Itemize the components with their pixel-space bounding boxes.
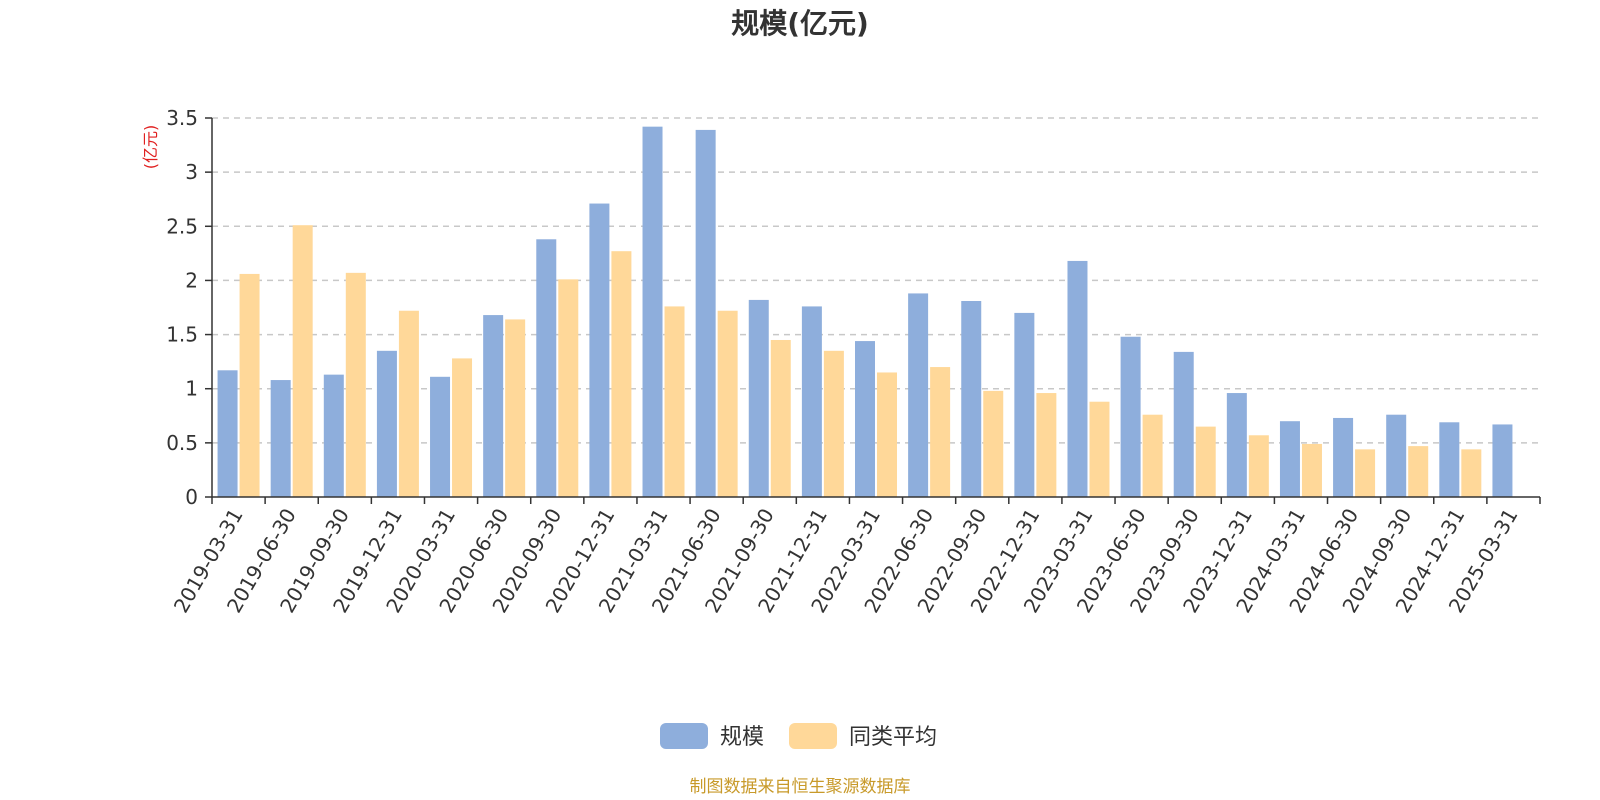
bar-tonglei (452, 358, 473, 497)
bars (217, 126, 1513, 498)
bar-guimo (483, 315, 504, 497)
bar-tonglei (1142, 414, 1163, 497)
bar-tonglei (558, 279, 579, 497)
bar-tonglei (983, 390, 1004, 497)
bar-tonglei (1301, 443, 1322, 497)
bar-tonglei (930, 367, 951, 497)
bar-tonglei (1195, 426, 1216, 497)
bar-tonglei (877, 372, 897, 497)
bar-guimo (1173, 351, 1194, 497)
bar-tonglei (717, 310, 738, 497)
bar-guimo (961, 301, 982, 497)
bar-guimo (589, 203, 610, 497)
y-tick-label: 0 (185, 485, 198, 509)
x-axis-ticks: 2019-03-312019-06-302019-09-302019-12-31… (169, 497, 1541, 617)
bar-guimo (217, 370, 238, 497)
legend[interactable]: 规模 同类平均 (660, 723, 937, 750)
bar-guimo (270, 380, 291, 497)
bar-guimo (908, 293, 929, 497)
bar-guimo (376, 350, 397, 497)
bar-tonglei (1355, 449, 1376, 497)
bar-guimo (748, 299, 769, 497)
bar-tonglei (611, 251, 632, 497)
y-tick-label: 2.5 (166, 214, 198, 238)
legend-swatch-tonglei[interactable] (789, 723, 837, 749)
y-tick-label: 0.5 (166, 431, 198, 455)
bar-guimo (695, 129, 716, 497)
chart-title: 规模(亿元) (731, 7, 869, 40)
bar-tonglei (1248, 435, 1269, 497)
y-tick-label: 2 (185, 268, 198, 292)
y-axis-ticks: 0 0.5 1 1.5 2 2.5 3 3.5 (166, 106, 212, 509)
bar-guimo (1014, 312, 1035, 497)
bar-tonglei (664, 306, 685, 497)
y-tick-label: 3.5 (166, 106, 198, 130)
bar-guimo (642, 126, 663, 498)
legend-label-tonglei[interactable]: 同类平均 (849, 725, 937, 750)
bar-tonglei (239, 273, 260, 497)
bar-guimo (801, 306, 822, 497)
bar-guimo (1067, 260, 1088, 497)
bar-guimo (1492, 424, 1513, 497)
bar-guimo (1333, 417, 1354, 497)
bar-guimo (323, 374, 344, 497)
bar-tonglei (1408, 446, 1429, 497)
bar-tonglei (1036, 393, 1057, 497)
bar-tonglei (770, 339, 791, 497)
bar-tonglei (1461, 449, 1482, 497)
bar-tonglei (823, 350, 844, 497)
bar-guimo (1279, 421, 1300, 497)
data-source-note: 制图数据来自恒生聚源数据库 (690, 777, 911, 797)
bar-guimo (1120, 336, 1141, 497)
bar-guimo (855, 341, 875, 497)
axes (211, 118, 1540, 498)
bar-guimo (430, 376, 451, 497)
y-tick-label: 1.5 (166, 323, 198, 347)
y-tick-label: 3 (185, 160, 198, 184)
y-tick-label: 1 (185, 377, 198, 401)
bar-guimo (1226, 393, 1247, 497)
bar-guimo (536, 239, 557, 497)
bar-tonglei (1089, 401, 1110, 497)
legend-label-guimo[interactable]: 规模 (720, 725, 764, 750)
bar-tonglei (292, 225, 313, 497)
bar-guimo (1386, 414, 1407, 497)
bar-tonglei (398, 310, 419, 497)
legend-swatch-guimo[interactable] (660, 723, 708, 749)
bar-guimo (1439, 422, 1460, 497)
bar-tonglei (345, 272, 366, 497)
bar-tonglei (505, 319, 526, 497)
y-axis-unit-label: (亿元) (141, 125, 160, 170)
